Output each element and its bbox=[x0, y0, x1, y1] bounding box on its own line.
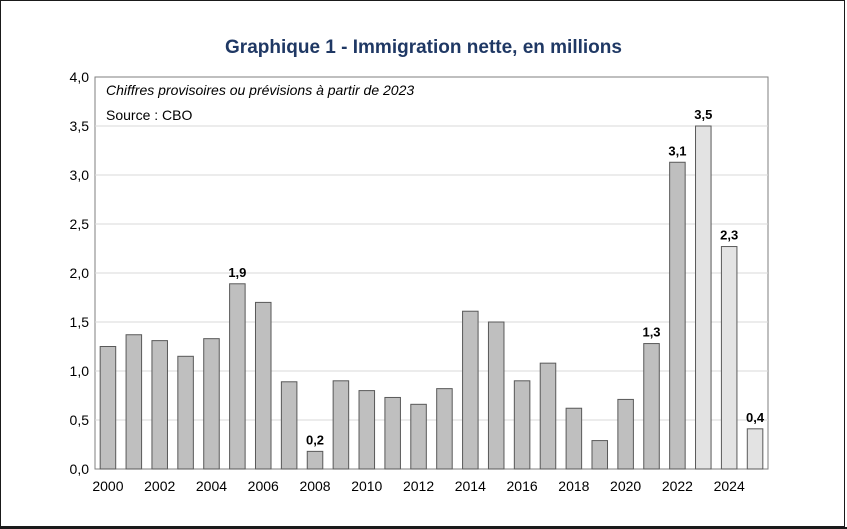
y-tick-label: 3,0 bbox=[70, 167, 90, 183]
bar-2005 bbox=[229, 283, 246, 470]
bar-2000 bbox=[99, 346, 117, 470]
y-tick-label: 2,0 bbox=[70, 265, 90, 281]
chart-note-provisional: Chiffres provisoires ou prévisions à par… bbox=[106, 82, 414, 98]
chart-note-source: Source : CBO bbox=[106, 107, 192, 123]
y-tick-label: 3,5 bbox=[70, 118, 90, 134]
x-tick-label: 2004 bbox=[196, 478, 227, 494]
bar-2021 bbox=[643, 343, 660, 470]
bars bbox=[99, 125, 764, 470]
x-tick-label: 2024 bbox=[714, 478, 745, 494]
x-tick-label: 2008 bbox=[299, 478, 330, 494]
y-tick-label: 1,0 bbox=[70, 363, 90, 379]
bar-2023 bbox=[695, 125, 712, 470]
bar-2003 bbox=[177, 355, 194, 470]
x-tick-label: 2022 bbox=[662, 478, 693, 494]
data-label: 0,4 bbox=[746, 410, 765, 425]
bar-2025 bbox=[746, 428, 764, 470]
bar-2006 bbox=[254, 301, 272, 470]
data-label: 2,3 bbox=[720, 228, 738, 243]
bar-2009 bbox=[332, 380, 350, 470]
frame-bottom-edge bbox=[0, 527, 847, 529]
x-tick-label: 2018 bbox=[558, 478, 589, 494]
x-tick-label: 2016 bbox=[507, 478, 538, 494]
bar-2019 bbox=[591, 440, 609, 470]
x-tick-label: 2010 bbox=[351, 478, 382, 494]
data-label: 0,2 bbox=[306, 432, 324, 447]
bar-2017 bbox=[539, 362, 557, 470]
x-tick-label: 2020 bbox=[610, 478, 641, 494]
data-label: 3,1 bbox=[668, 143, 686, 158]
y-tick-label: 4,0 bbox=[70, 69, 90, 85]
bar-2016 bbox=[513, 380, 531, 470]
x-tick-label: 2012 bbox=[403, 478, 434, 494]
bar-2012 bbox=[410, 403, 427, 470]
data-label: 3,5 bbox=[694, 107, 712, 122]
data-label: 1,9 bbox=[228, 265, 246, 280]
x-tick-label: 2014 bbox=[455, 478, 486, 494]
bar-2015 bbox=[487, 321, 505, 470]
x-tick-label: 2006 bbox=[248, 478, 279, 494]
y-tick-label: 1,5 bbox=[70, 314, 90, 330]
bar-2001 bbox=[125, 334, 143, 470]
bar-2024 bbox=[720, 246, 738, 470]
bar-2020 bbox=[617, 398, 634, 470]
bar-2004 bbox=[203, 338, 220, 470]
y-axis-tick-labels: 0,0 0,5 1,0 1,5 2,0 2,5 3,0 3,5 4,0 bbox=[70, 69, 90, 477]
y-tick-label: 0,5 bbox=[70, 412, 90, 428]
bar-2010 bbox=[358, 390, 376, 470]
bar-2002 bbox=[151, 340, 168, 470]
bar-2013 bbox=[436, 388, 453, 470]
chart-title: Graphique 1 - Immigration nette, en mill… bbox=[225, 37, 622, 58]
y-tick-label: 0,0 bbox=[70, 461, 90, 477]
bar-2011 bbox=[384, 396, 401, 470]
bar-2022 bbox=[669, 161, 686, 470]
y-tick-label: 2,5 bbox=[70, 216, 90, 232]
data-labels: 1,9 0,2 1,3 3,1 3,5 2,3 0,4 bbox=[228, 107, 765, 447]
bar-2008 bbox=[306, 450, 324, 470]
x-tick-label: 2000 bbox=[92, 478, 123, 494]
bar-2018 bbox=[565, 407, 583, 470]
x-tick-label: 2002 bbox=[144, 478, 175, 494]
bar-2007 bbox=[280, 381, 298, 470]
bar-2014 bbox=[462, 310, 479, 470]
data-label: 1,3 bbox=[642, 325, 660, 340]
x-axis-tick-labels: 2000 2002 2004 2006 2008 2010 2012 2014 2016 2018… bbox=[92, 478, 745, 494]
